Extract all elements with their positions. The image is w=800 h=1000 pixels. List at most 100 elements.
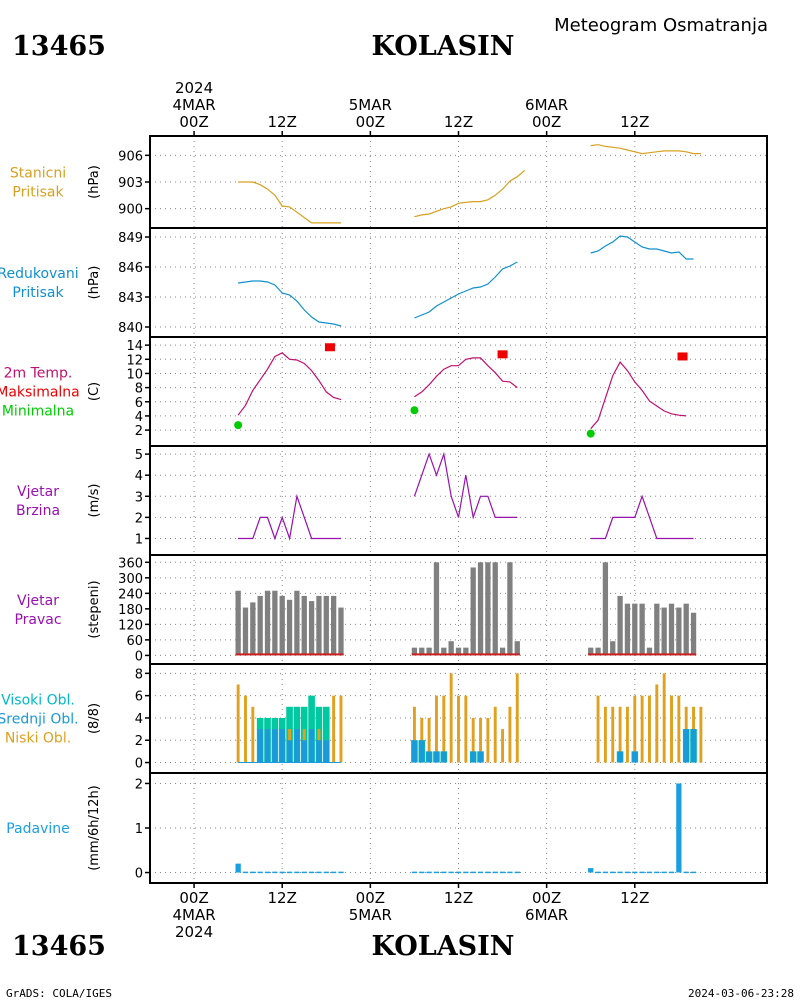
- bar: [463, 647, 469, 656]
- bar: [639, 603, 645, 656]
- footer-timestamp: 2024-03-06-23:28: [688, 987, 794, 1000]
- x-tick-label-bottom: 00Z: [356, 889, 385, 907]
- y-tick-label: 0: [135, 757, 143, 772]
- cloud-bar: [677, 695, 681, 763]
- cloud-bar: [308, 729, 315, 763]
- cloud-bar: [433, 751, 440, 763]
- bar: [588, 647, 594, 656]
- bar: [426, 647, 432, 656]
- cloud-bar: [442, 695, 446, 763]
- cloud-bar: [286, 740, 293, 763]
- x-date-label-bottom: 4MAR: [172, 906, 215, 924]
- cloud-bar: [501, 729, 505, 763]
- bar: [242, 607, 249, 656]
- bar: [419, 871, 425, 874]
- y-tick-label: 843: [118, 291, 143, 306]
- tmin-marker: [234, 421, 243, 430]
- bar: [610, 641, 616, 656]
- bar: [286, 871, 293, 874]
- station-name-top: KOLASIN: [371, 31, 514, 62]
- bar: [257, 871, 263, 874]
- panel-wind-speed: 1 2 3 4 5 (m/s) Vjetar Brzina: [16, 445, 768, 556]
- x-date-label-top: 5MAR: [349, 96, 392, 114]
- bar: [286, 599, 293, 656]
- tmax-marker: [677, 352, 688, 361]
- bar: [507, 562, 513, 656]
- panel-side-label: Vjetar: [17, 593, 59, 609]
- panel-precipitation: 0 1 2 (mm/6h/12h) Padavine: [6, 772, 768, 884]
- cloud-bar: [648, 695, 651, 763]
- station-name-bottom: KOLASIN: [371, 931, 514, 962]
- panel-unit-label: (stepeni): [87, 580, 102, 638]
- series-line: [413, 451, 518, 520]
- bar: [632, 871, 638, 874]
- bar: [485, 871, 491, 874]
- bar: [624, 871, 631, 874]
- bar: [323, 595, 329, 656]
- cloud-bar: [426, 751, 432, 763]
- bar: [316, 595, 322, 656]
- bar: [272, 871, 278, 874]
- cloud-bar: [640, 695, 644, 763]
- x-date-label-top: 2024: [175, 79, 213, 97]
- y-tick-label: 840: [118, 321, 143, 336]
- cloud-bar: [412, 706, 416, 763]
- y-tick-label: 300: [118, 572, 143, 587]
- y-tick-label: 0: [135, 649, 143, 664]
- cloud-bar: [477, 751, 484, 763]
- cloud-bar: [470, 751, 476, 763]
- panel-station-pressure: 900 903 906 (hPa) Stanicni Pritisak: [10, 135, 768, 229]
- bar: [514, 641, 520, 656]
- cloud-bar: [508, 706, 512, 763]
- panel-frame: [149, 336, 768, 447]
- y-tick-label: 903: [118, 176, 143, 191]
- cloud-bar: [427, 717, 431, 763]
- meteogram-subtitle: Meteogram Osmatranja: [554, 15, 768, 36]
- bar: [301, 595, 307, 656]
- bar: [294, 590, 300, 656]
- bar: [661, 871, 667, 874]
- y-tick-label: 8: [135, 382, 143, 397]
- series-line: [590, 144, 701, 155]
- bar: [477, 871, 484, 874]
- bar: [683, 871, 689, 874]
- bar: [595, 647, 601, 656]
- tmax-marker: [497, 350, 508, 359]
- panel-unit-label: (mm/6h/12h): [87, 785, 102, 871]
- cloud-bar: [236, 684, 240, 763]
- x-tick-label-bottom: 12Z: [620, 889, 649, 907]
- panel-side-label: Redukovani: [0, 266, 79, 282]
- cloud-bar: [257, 729, 263, 763]
- cloud-bar: [322, 706, 330, 763]
- panel-unit-label: (8/8): [87, 703, 102, 734]
- bar: [455, 871, 462, 874]
- cloud-bar: [316, 740, 322, 763]
- bar: [676, 607, 682, 656]
- bar: [668, 603, 675, 656]
- bar: [632, 603, 638, 656]
- y-tick-label: 900: [118, 203, 143, 218]
- bar: [654, 871, 660, 874]
- y-tick-label: 2: [135, 424, 143, 439]
- series-line: [238, 181, 341, 224]
- cloud-bar: [411, 740, 418, 763]
- cloud-bar: [279, 729, 285, 763]
- bar: [676, 783, 682, 873]
- cloud-bar: [244, 695, 247, 763]
- cloud-bar: [272, 729, 278, 763]
- bar: [330, 595, 337, 656]
- cloud-bar: [332, 695, 336, 763]
- cloud-bar: [251, 706, 255, 763]
- cloud-bar: [625, 706, 629, 763]
- cloud-bar: [294, 729, 300, 763]
- cloud-bar: [603, 706, 607, 763]
- bar: [235, 863, 241, 873]
- bar: [316, 871, 322, 874]
- bar: [683, 603, 689, 656]
- bar: [602, 562, 609, 656]
- bar: [514, 871, 520, 874]
- bar: [499, 647, 506, 656]
- bar: [602, 871, 609, 874]
- y-tick-label: 849: [118, 231, 143, 246]
- bar: [308, 871, 315, 874]
